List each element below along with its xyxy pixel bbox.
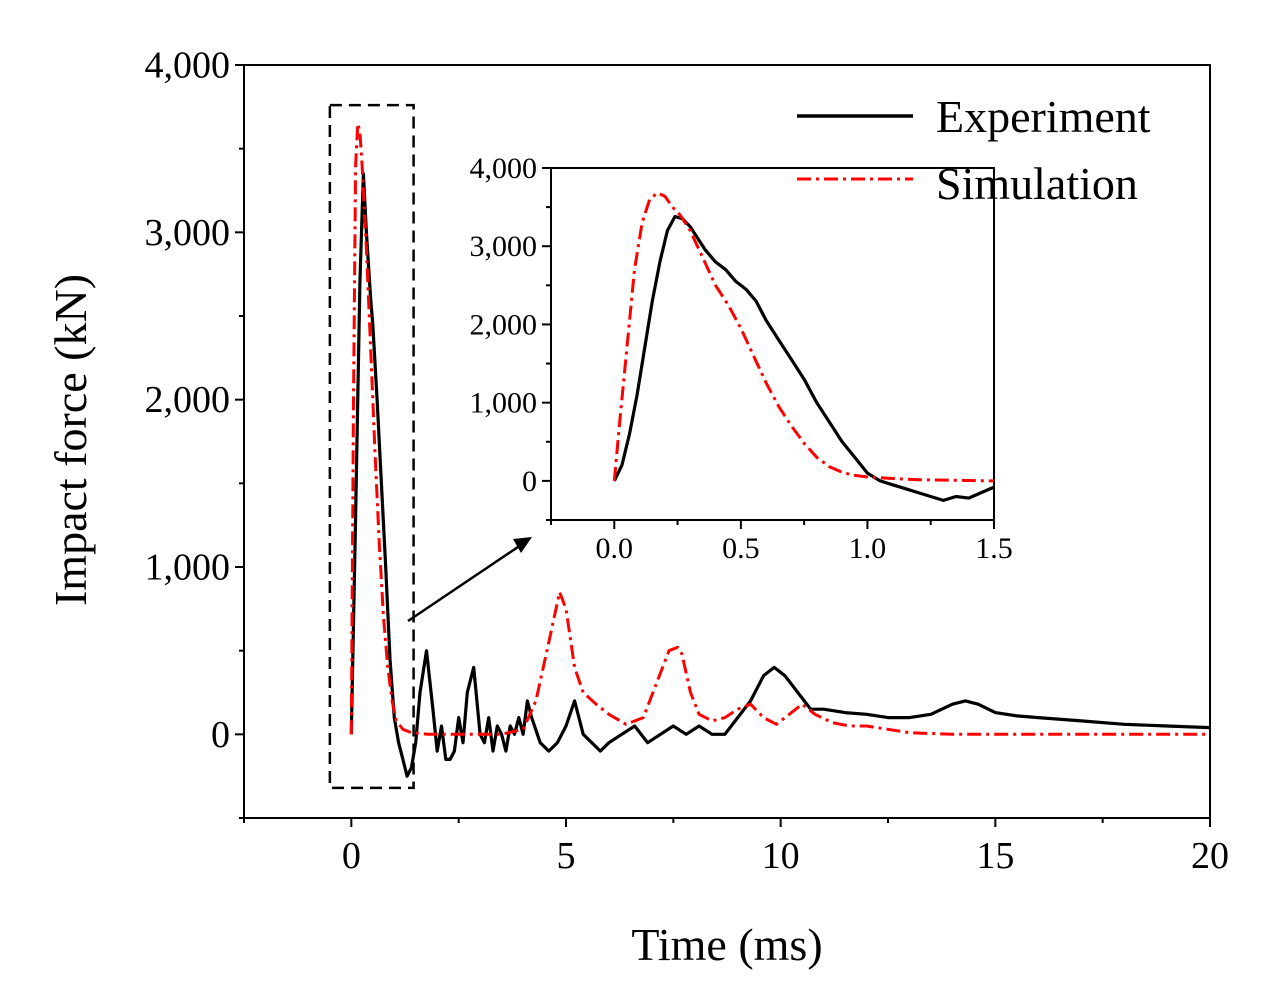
inset-y-tick-label: 0 [522,465,537,498]
inset-x-tick-label: 0.0 [596,532,634,565]
main-y-tick-label: 4,000 [145,45,231,87]
inset-background [551,168,994,520]
inset-x-tick-label: 0.5 [722,532,760,565]
zoom-arrow-line [407,545,519,623]
inset-series-simulation [612,191,994,483]
inset-y-tick-label: 2,000 [470,308,538,341]
main-series-experiment [349,172,1210,778]
inset-frame [550,167,995,521]
main-x-tick-label: 15 [976,835,1014,877]
inset-y-tick-label: 4,000 [470,152,538,185]
y-axis-title: Impact force (kN) [45,274,96,606]
main-y-tick-label: 3,000 [145,212,231,254]
legend-label-experiment: Experiment [936,91,1151,142]
main-plot: 0 5 10 15 20 0 1,000 2,000 3,000 4,000 [145,45,1230,877]
inset-x-tick-label: 1.5 [975,532,1013,565]
zoom-region [328,103,532,790]
legend-label-simulation: Simulation [936,158,1138,209]
main-y-tick-label: 1,000 [145,547,231,589]
x-axis-title: Time (ms) [631,919,822,970]
main-x-tick-label: 5 [557,835,576,877]
main-x-tick-label: 0 [342,835,361,877]
zoom-arrow-head [513,537,532,553]
inset-plot: 0.0 0.5 1.0 1.5 0 1,000 2,000 3,000 4,000 [470,152,1013,565]
legend: Experiment Simulation [797,91,1151,209]
main-x-tick-label: 10 [762,835,800,877]
zoom-region-box [328,103,415,790]
inset-y-tick-label: 3,000 [470,230,538,263]
main-series-simulation [349,122,1210,736]
inset-series-experiment [612,214,994,502]
inset-y-tick-label: 1,000 [470,387,538,420]
inset-x-tick-label: 1.0 [849,532,887,565]
main-y-tick-label: 2,000 [145,379,231,421]
main-y-tick-label: 0 [211,714,230,756]
main-x-tick-label: 20 [1191,835,1229,877]
main-frame [243,64,1211,819]
